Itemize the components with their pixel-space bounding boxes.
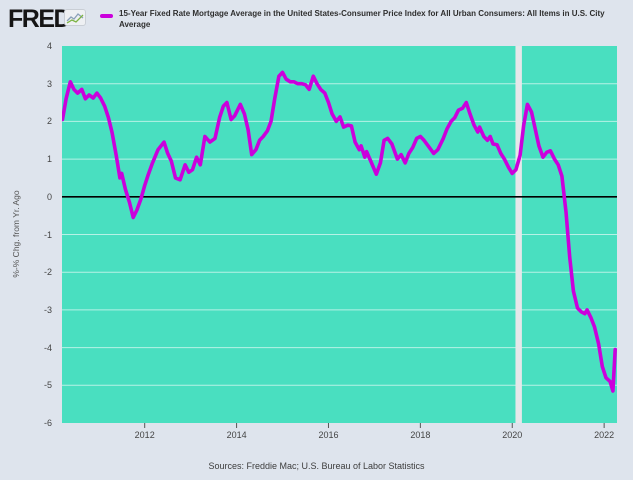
chart-legend: 15-Year Fixed Rate Mortgage Average in t…: [100, 8, 624, 30]
sources-footnote: Sources: Freddie Mac; U.S. Bureau of Lab…: [208, 461, 425, 471]
y-tick-label: -5: [43, 380, 52, 391]
y-tick-label: -4: [43, 342, 52, 353]
x-tick-label: 2018: [410, 430, 431, 440]
legend-series-label: 15-Year Fixed Rate Mortgage Average in t…: [119, 9, 605, 29]
x-tick-label: 2020: [502, 430, 523, 440]
y-tick-label: 1: [46, 154, 52, 165]
data-line: [60, 70, 618, 393]
y-tick-label: -1: [43, 229, 52, 240]
y-tick-label: 4: [46, 41, 52, 51]
y-tick-label: -3: [43, 304, 52, 315]
y-axis-title: %-% Chg. from Yr. Ago: [11, 190, 21, 278]
chart-canvas[interactable]: [60, 46, 618, 429]
y-tick-label: -2: [43, 267, 52, 278]
legend-line-swatch: [100, 14, 113, 18]
x-tick-label: 2014: [226, 430, 247, 440]
y-tick-label: 3: [46, 78, 52, 89]
fred-sparkline-icon: [64, 9, 86, 26]
fred-logo-text: FRED: [8, 5, 72, 33]
recession-band: [515, 46, 522, 423]
y-tick-label: -6: [43, 418, 52, 428]
x-tick-label: 2022: [594, 430, 615, 440]
plot-area[interactable]: [60, 46, 618, 429]
x-tick-label: 2016: [318, 430, 339, 440]
y-tick-label: 0: [46, 191, 52, 202]
x-tick-label: 2012: [134, 430, 155, 440]
y-tick-label: 2: [46, 116, 52, 127]
